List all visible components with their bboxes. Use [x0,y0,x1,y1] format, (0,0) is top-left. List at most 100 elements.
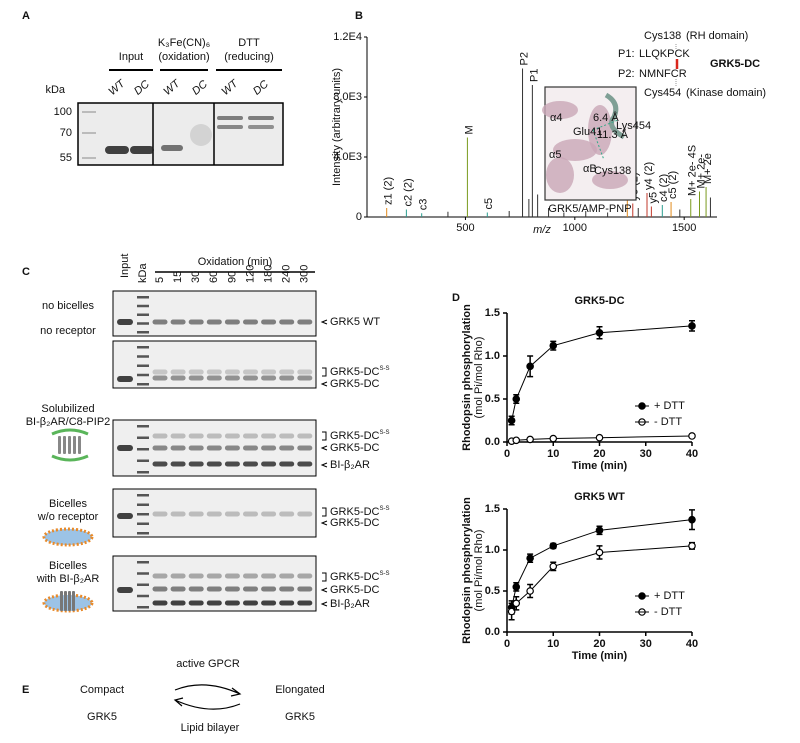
band [152,600,168,606]
band [297,600,313,606]
band-name: BI-β₂AR [330,459,370,471]
peak-label: M+ 2e- 4S [687,145,699,196]
band [188,369,204,375]
y-tick-label: 8.0E3 [333,91,362,103]
arrow [320,445,328,451]
y-tick-label: 0.0 [485,626,500,638]
band [152,586,168,592]
band-name: GRK5-DC [330,506,380,518]
arrow [320,520,328,526]
y-tick-label: 0 [356,211,362,223]
band [243,586,258,592]
marker [595,548,604,557]
group-label: K₃Fe(CN)₆ [158,37,210,49]
band [188,600,204,606]
x-tick-label: 1500 [672,222,696,234]
marker [512,395,521,403]
bracket [322,367,327,377]
receptor-helix [78,436,81,454]
band [117,376,133,382]
x-tick-label: 500 [456,222,474,234]
band [279,573,295,579]
band [188,319,204,325]
band-name: GRK5-DC [330,571,380,583]
peak-label: c5 [483,198,495,210]
condition-label: Bicelles [49,498,87,510]
band [152,319,168,325]
y-axis-label: Rhodopsin phosphorylation [461,304,473,451]
band [224,600,240,606]
band [261,461,277,467]
band [117,587,133,593]
band-label: GRK5-DCS-S [330,430,390,442]
time-label: 15 [172,271,184,283]
x-tick-label: 0 [504,448,510,460]
ladder-band [137,436,149,439]
band [261,573,277,579]
band [279,369,295,375]
band [297,511,313,517]
legend-label: - DTT [654,606,682,618]
marker [595,328,604,337]
band [279,375,295,381]
ladder-band [137,494,149,497]
peak-label: M+ 2e [702,153,714,184]
band [279,445,295,451]
band [117,445,133,451]
state-label: GRK5 [285,711,315,723]
band [206,461,222,467]
marker [595,526,604,535]
x-tick-label: 10 [547,448,559,460]
band [152,573,168,579]
ladder-band [137,572,149,575]
band [152,433,168,439]
band [224,511,240,517]
band [170,586,186,592]
band [279,586,295,592]
band [297,445,313,451]
peptide-sequence: NMNFCR [639,68,687,80]
receptor-helix [60,591,63,611]
chart-title: GRK5-DC [574,295,624,307]
band [297,433,313,439]
chart-title: GRK5 WT [574,491,625,503]
receptor-helix [58,436,61,454]
distance [592,119,619,131]
condition-label: no receptor [40,325,96,337]
group-label: Input [119,51,143,63]
marker-label: 70 [60,127,72,139]
band [243,369,258,375]
ladder-band [137,364,149,367]
marker [688,322,696,330]
x-tick-label: 30 [640,638,652,650]
band [261,600,277,606]
bicelle [42,527,94,547]
helix [553,139,597,161]
x-tick-label: 40 [686,448,698,460]
band [243,511,258,517]
band [243,375,258,381]
domain: (RH domain) [686,30,748,42]
y-axis-label: (mol Pi/mol Rho) [473,337,485,419]
lane-label: DC [251,78,271,97]
y-tick-label: 0.5 [485,393,500,405]
band-name: GRK5-DC [330,584,380,596]
ladder-band [137,606,149,609]
ladder-band [137,296,149,299]
band-label: BI-β₂AR [330,598,370,610]
peptide-name: P2: [618,68,635,80]
band [206,511,222,517]
band [243,433,258,439]
band [206,375,222,381]
marker [526,362,534,371]
ladder-band [137,322,149,325]
y-axis-label: (mol Pi/mol Rho) [473,530,485,612]
ladder-band [137,425,149,428]
peak-label: z1 (2) [383,177,395,205]
marker [526,554,534,563]
marker [512,599,521,608]
marker-label: 55 [60,152,72,164]
ladder-band [137,383,149,386]
